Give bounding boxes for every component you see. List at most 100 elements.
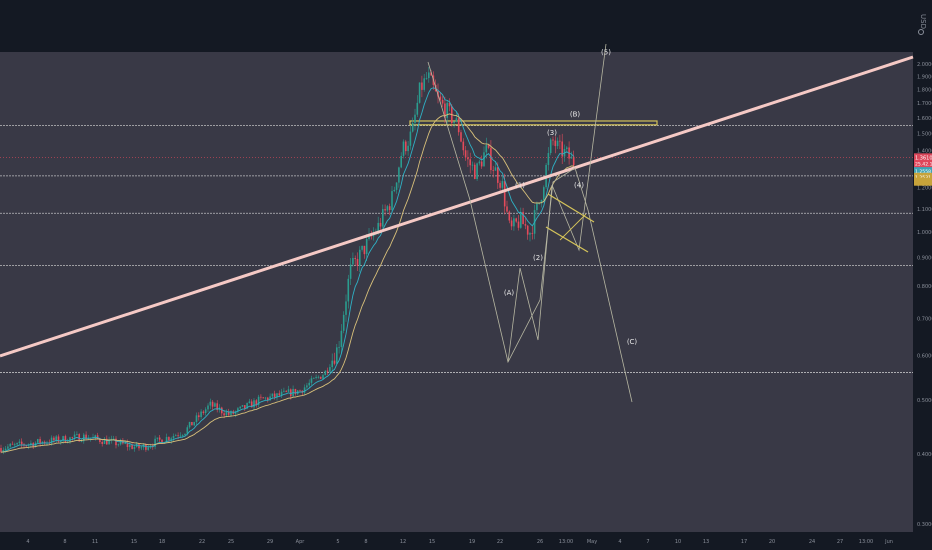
candle-body	[480, 161, 483, 167]
candle-body	[524, 224, 527, 226]
candle-body	[253, 400, 255, 408]
candle-body	[428, 72, 430, 79]
candle-body	[409, 131, 412, 146]
candle-body	[246, 403, 248, 409]
candle-body	[30, 443, 32, 445]
time-tick-label: 17	[741, 539, 747, 545]
time-axis[interactable]: 4 8 11 15 18 22 25 29 Apr 5 8 12 15 19 22 26 13:00 May 4 7 1…	[26, 539, 893, 545]
time-tick-label: 13:00	[859, 539, 873, 545]
candle-body	[241, 405, 244, 407]
time-tick-label: 18	[159, 539, 165, 545]
candle-body	[400, 155, 402, 168]
candle-body	[145, 444, 147, 450]
candle-body	[177, 435, 179, 437]
candle-body	[117, 444, 120, 446]
candle-body	[398, 167, 400, 183]
candle-body	[559, 140, 561, 142]
candle-body	[39, 439, 41, 444]
candle-body	[365, 238, 368, 255]
candle-body	[423, 78, 425, 90]
time-tick-label: 25	[228, 539, 234, 545]
candle-body	[168, 437, 170, 441]
time-tick-label: 15	[429, 539, 435, 545]
candle-body	[170, 438, 172, 441]
candle-body	[161, 439, 163, 444]
price-tick-label: 0.90000	[917, 255, 932, 261]
candle-body	[184, 433, 186, 436]
candle-body	[430, 72, 432, 76]
candle-body	[471, 164, 474, 166]
diagonal-trendline	[0, 55, 914, 358]
candle-body	[467, 157, 469, 160]
candle-body	[207, 405, 209, 410]
candle-body	[303, 387, 306, 393]
candle-body	[64, 436, 67, 443]
candle-body	[11, 443, 14, 445]
candle-body	[85, 434, 87, 439]
candle-body	[260, 396, 262, 398]
candle-body	[393, 189, 396, 192]
wave-label: (1)	[515, 182, 525, 190]
candle-body	[455, 118, 458, 122]
candle-body	[356, 259, 359, 266]
settings-icon[interactable]	[918, 29, 924, 35]
candle-body	[324, 370, 327, 376]
candle-body	[188, 421, 191, 428]
candle-body	[536, 203, 538, 211]
candle-body	[487, 144, 490, 148]
candle-body	[460, 132, 462, 142]
horizontal-levels	[0, 125, 913, 373]
candle-body	[354, 258, 356, 260]
candle-body	[78, 434, 80, 442]
candle-body	[103, 438, 106, 444]
candle-body	[531, 233, 534, 234]
candle-body	[340, 330, 343, 347]
candle-body	[99, 438, 101, 442]
price-tick-label: 1.90000	[917, 74, 932, 80]
price-badge	[914, 172, 932, 181]
candle-body	[280, 391, 283, 396]
candle-body	[131, 444, 133, 449]
candle-body	[202, 411, 205, 414]
current-price-badge-label: 1.36107	[915, 155, 932, 161]
candle-body	[50, 437, 53, 444]
price-tick-label: 1.80000	[917, 87, 932, 93]
candle-body	[349, 264, 352, 279]
candle-body	[306, 385, 308, 388]
price-tick-label: 1.60000	[917, 116, 932, 122]
candle-body	[2, 450, 5, 453]
candle-body	[336, 347, 338, 364]
price-badge	[914, 177, 932, 186]
price-tick-label: 0.40000	[917, 452, 932, 458]
candle-body	[73, 434, 76, 438]
candle-body	[552, 139, 554, 141]
candle-body	[269, 396, 271, 401]
resistance-zone-box	[409, 120, 658, 126]
candle-body	[179, 435, 182, 437]
plot-area	[0, 52, 913, 532]
price-tick-label: 0.60000	[917, 354, 932, 360]
candle-body	[57, 436, 60, 442]
candle-body	[492, 170, 494, 171]
candle-body	[283, 390, 285, 392]
candle-body	[264, 397, 267, 399]
candle-body	[216, 403, 218, 410]
candle-body	[418, 82, 421, 103]
candle-body	[119, 440, 122, 445]
candle-body	[257, 396, 260, 405]
time-tick-label: 24	[809, 539, 815, 545]
candle-body	[126, 443, 129, 448]
wave-label: (C)	[627, 338, 638, 346]
price-tick-label: 0.50000	[917, 398, 932, 404]
time-tick-label: Apr	[296, 539, 306, 545]
candle-body	[16, 442, 18, 445]
candle-body	[515, 218, 517, 222]
candle-body	[112, 438, 115, 440]
candle-body	[62, 436, 64, 442]
candle-body	[299, 390, 301, 392]
price-badge-label: 1.2558	[915, 169, 931, 175]
price-badges: 1.3610725.42.121.25581.2531	[914, 153, 932, 186]
candle-body	[234, 411, 237, 414]
candle-body	[329, 367, 331, 372]
